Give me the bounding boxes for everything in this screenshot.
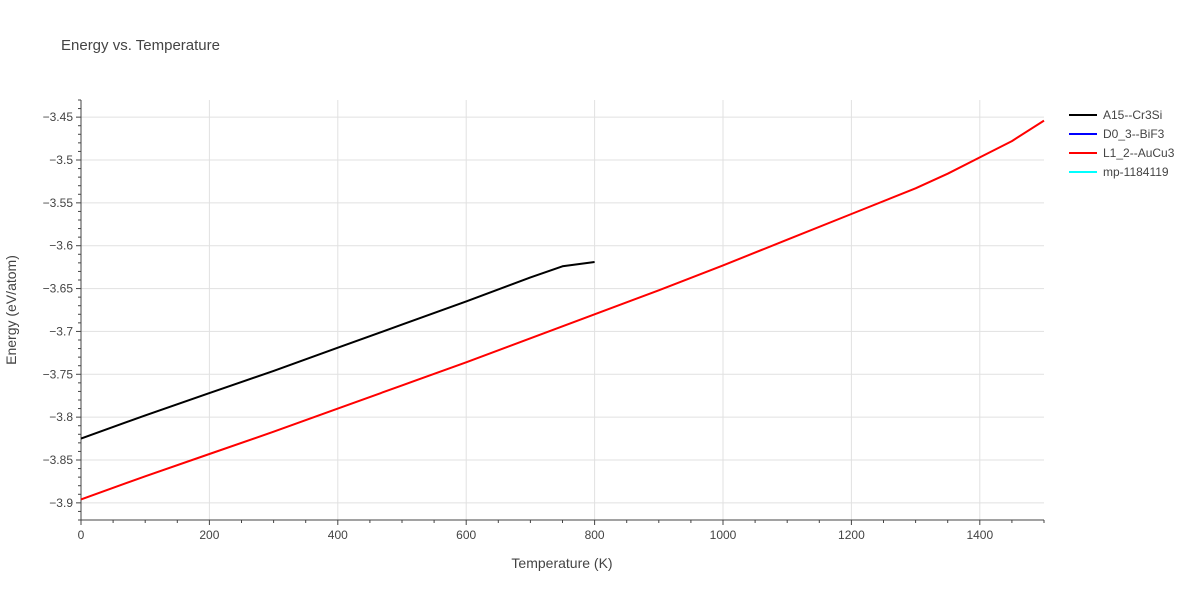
x-tick-label: 600 (456, 528, 476, 542)
x-tick-label: 400 (328, 528, 348, 542)
legend-item[interactable]: L1_2--AuCu3 (1069, 146, 1175, 160)
y-tick-label: −3.8 (49, 410, 73, 424)
y-tick-label: −3.6 (49, 239, 73, 253)
x-tick-label: 0 (78, 528, 85, 542)
series-line-2 (80, 119, 1045, 501)
x-tick-label: 1000 (710, 528, 737, 542)
y-tick-label: −3.55 (43, 196, 74, 210)
series-line-0 (80, 261, 595, 440)
y-tick-label: −3.5 (49, 153, 73, 167)
y-tick-label: −3.75 (43, 367, 74, 381)
legend-item[interactable]: A15--Cr3Si (1069, 108, 1162, 122)
legend[interactable]: A15--Cr3Si D0_3--BiF3 L1_2--AuCu3 mp-118411… (1069, 108, 1175, 179)
legend-label: D0_3--BiF3 (1103, 127, 1165, 141)
y-tick-label: −3.65 (43, 282, 74, 296)
grid-layer (81, 100, 1044, 520)
x-tick-label: 1400 (966, 528, 993, 542)
legend-label: L1_2--AuCu3 (1103, 146, 1175, 160)
chart-title: Energy vs. Temperature (61, 37, 220, 54)
x-axis-title: Temperature (K) (511, 555, 612, 571)
y-tick-label: −3.9 (49, 496, 73, 510)
x-tick-label: 800 (585, 528, 605, 542)
y-tick-label: −3.85 (43, 453, 74, 467)
axis-layer: 0 200 400 600 800 1000 1200 1400 −3.9 −3.85 −3.8 −3… (43, 99, 1045, 542)
y-axis-title: Energy (eV/atom) (3, 255, 19, 365)
legend-item[interactable]: D0_3--BiF3 (1069, 127, 1165, 141)
x-tick-label: 200 (199, 528, 219, 542)
series-layer (80, 119, 1045, 501)
x-tick-label: 1200 (838, 528, 865, 542)
y-tick-label: −3.7 (49, 324, 73, 338)
legend-item[interactable]: mp-1184119 (1069, 165, 1169, 179)
legend-label: A15--Cr3Si (1103, 108, 1162, 122)
legend-label: mp-1184119 (1103, 165, 1169, 179)
y-tick-label: −3.45 (43, 110, 74, 124)
